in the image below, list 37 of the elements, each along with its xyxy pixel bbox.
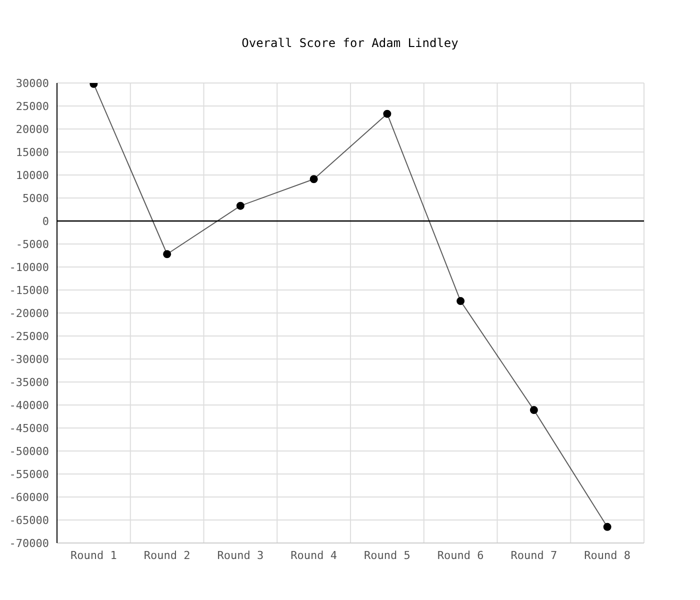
y-tick-label: -10000: [9, 260, 49, 274]
point: [163, 250, 172, 258]
y-tick-label: 10000: [16, 168, 49, 182]
x-tick-label: Round 6: [437, 548, 484, 562]
point: [456, 297, 465, 306]
y-tick-label: -20000: [9, 306, 49, 320]
point: [310, 175, 318, 184]
x-tick-label: Round 1: [70, 548, 117, 562]
point: [603, 522, 612, 531]
y-tick-label: 25000: [16, 100, 49, 113]
y-tick-label: 20000: [16, 122, 49, 136]
x-tick-label: Round 2: [144, 548, 190, 562]
y-tick-label: -40000: [9, 398, 49, 412]
y-tick-label: 5000: [22, 192, 49, 205]
point: [383, 110, 392, 118]
x-tick-label: Round 7: [510, 548, 558, 562]
y-tick-label: -5000: [16, 238, 49, 251]
y-tick-label: 30000: [16, 76, 49, 90]
y-tick-label: -60000: [9, 490, 49, 504]
y-tick-label: -15000: [9, 284, 49, 297]
y-tick-label: -70000: [9, 536, 49, 550]
y-tick-label: 0: [42, 214, 49, 228]
y-tick-label: -55000: [9, 468, 49, 481]
y-tick-label: -35000: [9, 376, 49, 389]
x-tick-label: Round 4: [290, 548, 338, 562]
y-tick-label: -50000: [9, 444, 49, 458]
point: [530, 406, 538, 414]
x-tick-label: Round 5: [364, 548, 410, 562]
y-tick-label: -25000: [9, 330, 49, 343]
chart-title: Overall Score for Adam Lindley: [240, 36, 460, 50]
x-tick-label: Round 3: [217, 548, 264, 562]
y-tick-label: -65000: [9, 514, 49, 527]
y-tick-label: -45000: [9, 422, 49, 435]
y-tick-label: -30000: [9, 352, 49, 366]
y-tick-label: 15000: [16, 146, 49, 159]
point: [236, 202, 244, 210]
x-tick-label: Round 8: [584, 548, 630, 562]
